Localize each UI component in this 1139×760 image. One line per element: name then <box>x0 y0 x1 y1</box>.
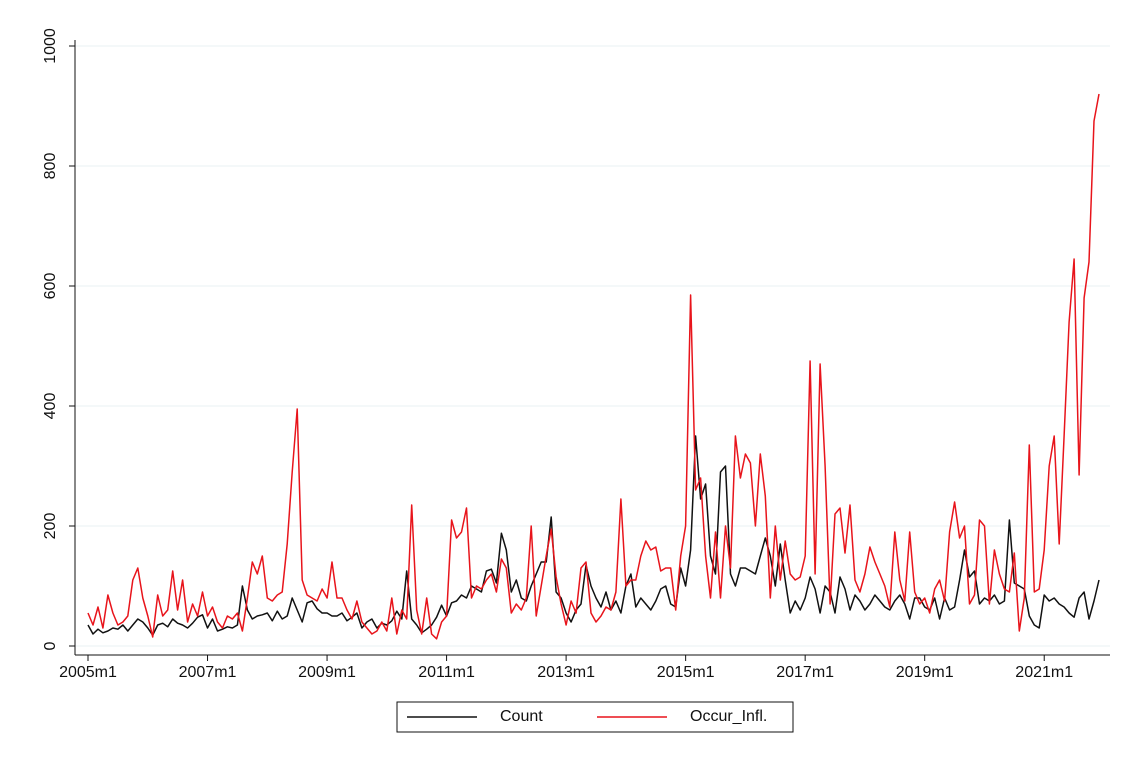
legend-label: Count <box>500 708 543 725</box>
x-tick-label: 2007m1 <box>179 664 237 681</box>
legend-label: Occur_Infl. <box>690 708 767 725</box>
series-line <box>87 435 1100 636</box>
x-tick-label: 2019m1 <box>896 664 954 681</box>
y-tick-label: 400 <box>42 393 59 420</box>
x-tick-label: 2013m1 <box>537 664 595 681</box>
x-tick-label: 2015m1 <box>657 664 715 681</box>
x-tick-label: 2021m1 <box>1015 664 1073 681</box>
x-tick-label: 2017m1 <box>776 664 834 681</box>
x-tick-label: 2011m1 <box>418 664 475 681</box>
y-tick-label: 200 <box>42 513 59 540</box>
y-tick-label: 1000 <box>42 28 59 64</box>
x-tick-label: 2009m1 <box>298 664 356 681</box>
series-line <box>87 93 1100 640</box>
y-tick-label: 600 <box>42 273 59 300</box>
y-tick-label: 800 <box>42 153 59 180</box>
y-tick-label: 0 <box>42 641 59 650</box>
x-tick-label: 2005m1 <box>59 664 117 681</box>
